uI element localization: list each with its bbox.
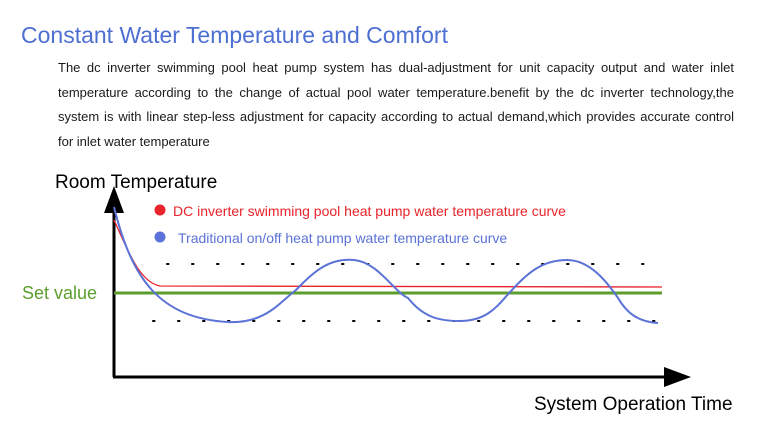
description-paragraph: The dc inverter swimming pool heat pump … bbox=[58, 60, 734, 150]
page-title: Constant Water Temperature and Comfort bbox=[21, 22, 448, 48]
legend-label-onoff: Traditional on/off heat pump water tempe… bbox=[178, 230, 507, 246]
legend-marker-dc-inverter bbox=[154, 204, 166, 216]
y-axis-arrow bbox=[104, 186, 124, 213]
x-axis-arrow bbox=[664, 367, 691, 387]
x-axis-label: System Operation Time bbox=[534, 394, 733, 415]
dc-inverter-curve bbox=[113, 219, 663, 288]
y-axis-label: Room Temperature bbox=[55, 172, 217, 193]
set-value-label: Set value bbox=[22, 283, 97, 303]
legend-marker-onoff bbox=[154, 231, 166, 243]
onoff-curve bbox=[113, 206, 659, 324]
legend-label-dc-inverter: DC inverter swimming pool heat pump wate… bbox=[173, 203, 566, 219]
